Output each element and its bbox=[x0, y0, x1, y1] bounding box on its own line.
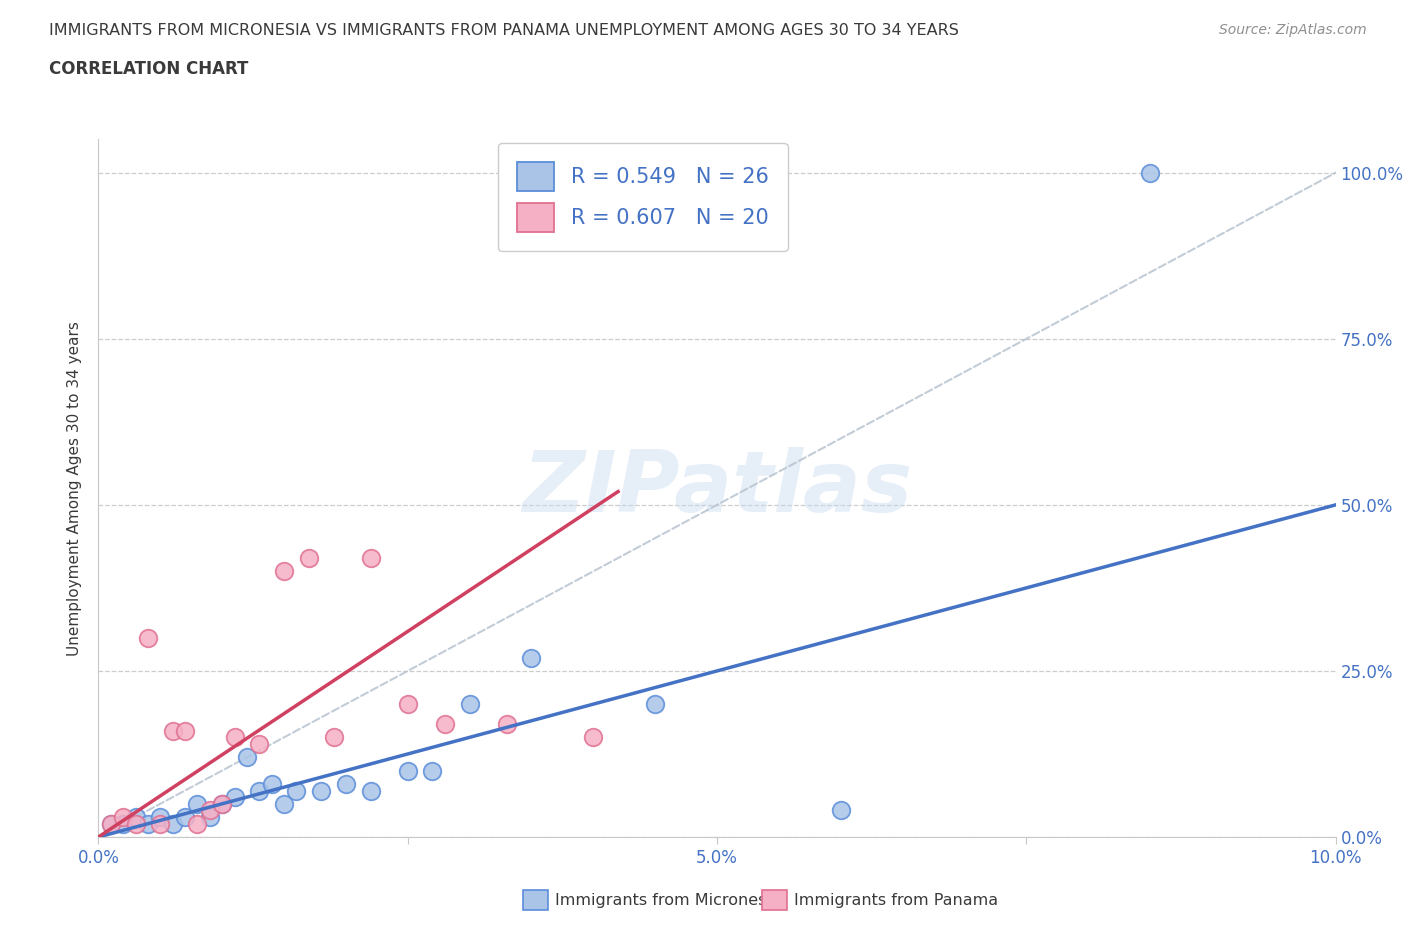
Point bbox=[273, 796, 295, 811]
Bar bbox=[523, 890, 548, 910]
Point bbox=[495, 717, 517, 732]
Point bbox=[124, 810, 146, 825]
Point bbox=[136, 631, 159, 645]
Text: Immigrants from Panama: Immigrants from Panama bbox=[794, 893, 998, 908]
Text: CORRELATION CHART: CORRELATION CHART bbox=[49, 60, 249, 78]
Point bbox=[198, 810, 221, 825]
Point bbox=[149, 810, 172, 825]
Point bbox=[162, 817, 184, 831]
Point bbox=[124, 817, 146, 831]
Point bbox=[1139, 166, 1161, 180]
Point bbox=[236, 750, 259, 764]
Point bbox=[186, 817, 208, 831]
Point bbox=[458, 697, 481, 711]
Point bbox=[100, 817, 122, 831]
Point bbox=[260, 777, 283, 791]
Point bbox=[136, 817, 159, 831]
Point bbox=[198, 803, 221, 817]
Text: Immigrants from Micronesia: Immigrants from Micronesia bbox=[555, 893, 782, 908]
Point bbox=[174, 810, 197, 825]
Point bbox=[582, 730, 605, 745]
Legend: R = 0.549   N = 26, R = 0.607   N = 20: R = 0.549 N = 26, R = 0.607 N = 20 bbox=[498, 143, 787, 251]
Point bbox=[830, 803, 852, 817]
Point bbox=[162, 724, 184, 738]
Point bbox=[100, 817, 122, 831]
Point bbox=[247, 783, 270, 798]
Point bbox=[174, 724, 197, 738]
Bar bbox=[762, 890, 787, 910]
Point bbox=[273, 564, 295, 578]
Point bbox=[520, 650, 543, 665]
Point bbox=[247, 737, 270, 751]
Point bbox=[422, 764, 444, 778]
Point bbox=[396, 697, 419, 711]
Point bbox=[335, 777, 357, 791]
Point bbox=[224, 790, 246, 804]
Point bbox=[396, 764, 419, 778]
Point bbox=[322, 730, 344, 745]
Point bbox=[211, 796, 233, 811]
Text: IMMIGRANTS FROM MICRONESIA VS IMMIGRANTS FROM PANAMA UNEMPLOYMENT AMONG AGES 30 : IMMIGRANTS FROM MICRONESIA VS IMMIGRANTS… bbox=[49, 23, 959, 38]
Point bbox=[149, 817, 172, 831]
Point bbox=[309, 783, 332, 798]
Point bbox=[360, 783, 382, 798]
Point bbox=[112, 817, 135, 831]
Point bbox=[433, 717, 456, 732]
Point bbox=[298, 551, 321, 565]
Point bbox=[112, 810, 135, 825]
Text: ZIPatlas: ZIPatlas bbox=[522, 446, 912, 530]
Point bbox=[211, 796, 233, 811]
Text: Source: ZipAtlas.com: Source: ZipAtlas.com bbox=[1219, 23, 1367, 37]
Point bbox=[186, 796, 208, 811]
Point bbox=[360, 551, 382, 565]
Point bbox=[224, 730, 246, 745]
Point bbox=[644, 697, 666, 711]
Y-axis label: Unemployment Among Ages 30 to 34 years: Unemployment Among Ages 30 to 34 years bbox=[67, 321, 83, 656]
Point bbox=[285, 783, 308, 798]
